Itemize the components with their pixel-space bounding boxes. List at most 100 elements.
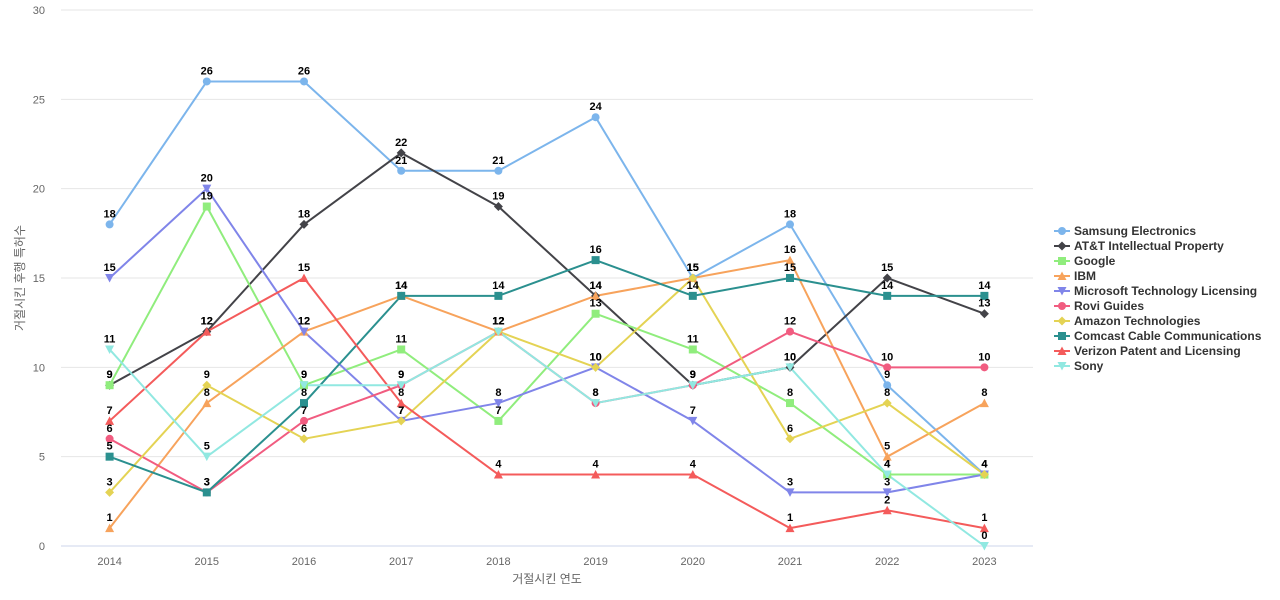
data-point[interactable] [785, 434, 795, 444]
data-point[interactable] [397, 166, 406, 175]
data-point[interactable] [688, 273, 698, 283]
data-point[interactable] [688, 381, 698, 390]
legend-item[interactable]: Microsoft Technology Licensing [1054, 284, 1257, 298]
y-tick-label: 30 [33, 5, 45, 17]
legend-item[interactable]: Sony [1054, 359, 1104, 373]
legend-item[interactable]: Amazon Technologies [1054, 314, 1201, 328]
data-label: 12 [201, 316, 213, 328]
data-label: 9 [107, 369, 113, 381]
data-point[interactable] [786, 399, 794, 408]
data-point[interactable] [105, 345, 115, 354]
data-point[interactable] [785, 255, 795, 265]
data-point[interactable] [105, 220, 114, 229]
data-point[interactable] [883, 381, 892, 390]
data-point[interactable] [882, 505, 892, 515]
data-point[interactable] [979, 470, 989, 480]
data-label: 3 [204, 476, 210, 488]
legend-label: Comcast Cable Communications [1074, 329, 1262, 343]
data-point[interactable] [300, 416, 308, 425]
data-point[interactable] [299, 273, 309, 283]
data-point[interactable] [299, 434, 309, 444]
data-point[interactable] [105, 416, 115, 425]
data-point[interactable] [396, 148, 406, 158]
data-point[interactable] [785, 488, 795, 497]
data-point[interactable] [493, 470, 503, 479]
data-point[interactable] [202, 452, 212, 462]
legend-item[interactable]: IBM [1054, 269, 1096, 283]
data-point[interactable] [786, 220, 794, 229]
data-point[interactable] [202, 398, 212, 408]
data-point[interactable] [202, 184, 212, 194]
data-point[interactable] [785, 363, 795, 372]
legend-item[interactable]: Samsung Electronics [1054, 224, 1196, 238]
data-point[interactable] [299, 381, 309, 390]
legend-item[interactable]: AT&T Intellectual Property [1054, 239, 1224, 253]
x-axis-title: 거절시킨 연도 [512, 572, 582, 586]
data-point[interactable] [396, 416, 406, 426]
data-point[interactable] [202, 380, 212, 390]
data-point[interactable] [980, 363, 989, 372]
data-point[interactable] [299, 327, 309, 337]
data-point[interactable] [105, 523, 115, 533]
data-point[interactable] [396, 381, 406, 390]
data-point[interactable] [979, 398, 989, 408]
data-point[interactable] [105, 434, 114, 443]
legend-item[interactable]: Rovi Guides [1054, 299, 1144, 313]
data-point[interactable] [688, 470, 698, 479]
data-label: 16 [589, 244, 601, 256]
data-point[interactable] [688, 345, 697, 354]
data-point[interactable] [882, 488, 892, 497]
data-point[interactable] [591, 470, 601, 479]
x-tick-label: 2018 [486, 556, 510, 568]
data-label: 15 [103, 262, 115, 274]
data-point[interactable] [883, 363, 892, 372]
data-point[interactable] [883, 291, 892, 300]
data-point[interactable] [202, 327, 212, 336]
data-point[interactable] [105, 381, 114, 390]
data-point[interactable] [494, 291, 503, 300]
data-point[interactable] [202, 488, 211, 497]
data-label: 9 [398, 369, 404, 381]
data-point[interactable] [105, 487, 115, 497]
data-point[interactable] [688, 416, 698, 426]
data-point[interactable] [591, 256, 600, 265]
data-point[interactable] [105, 274, 115, 283]
data-point[interactable] [300, 77, 308, 86]
data-point[interactable] [688, 291, 697, 300]
data-point[interactable] [202, 77, 211, 86]
data-point[interactable] [882, 398, 892, 408]
data-point[interactable] [785, 523, 795, 533]
data-label: 12 [784, 316, 796, 328]
data-point[interactable] [980, 291, 989, 300]
data-point[interactable] [591, 113, 600, 122]
legend-item[interactable]: Comcast Cable Communications [1054, 329, 1262, 343]
data-point[interactable] [299, 219, 309, 229]
data-point[interactable] [882, 470, 892, 480]
data-point[interactable] [786, 327, 794, 336]
data-point[interactable] [397, 291, 406, 300]
data-point[interactable] [494, 166, 503, 175]
data-point[interactable] [396, 398, 406, 408]
data-label: 8 [593, 387, 599, 399]
data-point[interactable] [202, 202, 211, 211]
data-point[interactable] [105, 452, 114, 461]
data-point[interactable] [493, 202, 503, 212]
data-point[interactable] [591, 309, 600, 318]
data-point[interactable] [397, 345, 406, 354]
legend-item[interactable]: Verizon Patent and Licensing [1054, 344, 1241, 358]
data-point[interactable] [882, 452, 892, 461]
data-point[interactable] [979, 523, 989, 533]
data-point[interactable] [591, 362, 601, 372]
data-point[interactable] [494, 416, 503, 425]
data-point[interactable] [786, 274, 794, 282]
data-point[interactable] [591, 291, 601, 300]
legend-item[interactable]: Google [1054, 254, 1116, 268]
data-point[interactable] [979, 309, 989, 319]
data-point[interactable] [591, 399, 601, 408]
data-point[interactable] [300, 399, 308, 408]
data-point[interactable] [882, 273, 892, 283]
data-point[interactable] [493, 327, 503, 337]
x-tick-label: 2023 [972, 556, 996, 568]
data-point[interactable] [979, 542, 989, 551]
data-point[interactable] [493, 399, 503, 408]
